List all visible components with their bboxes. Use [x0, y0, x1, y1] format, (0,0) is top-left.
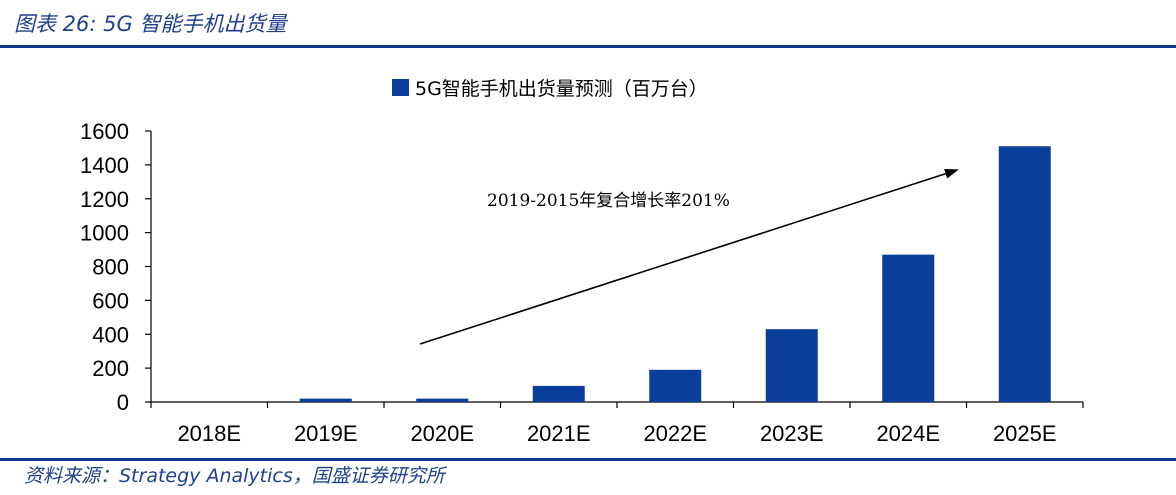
x-tick-label: 2024E [876, 421, 940, 446]
figure-title: 图表 26: 5G 智能手机出货量 [14, 12, 287, 36]
growth-arrow [419, 168, 959, 345]
y-tick-label: 1000 [80, 221, 129, 246]
bar-2024E [882, 254, 935, 402]
bar-2020E [416, 398, 469, 402]
bar-2019E [299, 398, 352, 402]
x-tick-label: 2019E [294, 421, 358, 446]
x-axis: 2018E 2019E 2020E 2021E 2022E 2023E 2024E 2025E [150, 401, 1084, 446]
y-tick-label: 1200 [80, 187, 129, 212]
x-tick-label: 2023E [760, 421, 824, 446]
bar-2021E [532, 385, 585, 402]
y-tick-label: 600 [92, 288, 129, 313]
x-tick-label: 2022E [643, 421, 707, 446]
y-tick-label: 200 [92, 356, 129, 381]
bar-2025E [998, 146, 1051, 402]
bottom-rule [0, 458, 1176, 461]
y-tick-label: 800 [92, 255, 129, 280]
x-tick-label: 2021E [527, 421, 591, 446]
growth-annotation: 2019-2015年复合增长率201% [487, 191, 730, 211]
y-tick-label: 1400 [80, 153, 129, 178]
x-tick-label: 2020E [410, 421, 474, 446]
y-axis: 0 200 400 600 800 1000 1200 1400 1600 [80, 119, 152, 415]
y-tick-label: 1600 [80, 119, 129, 144]
x-tick-label: 2018E [177, 421, 241, 446]
bar-2022E [649, 369, 702, 402]
y-tick-label: 0 [117, 390, 129, 415]
legend-swatch [392, 79, 409, 96]
chart-legend: 5G智能手机出货量预测（百万台） [392, 78, 708, 100]
y-tick-label: 400 [92, 322, 129, 347]
bar-2023E [765, 329, 818, 402]
x-tick-label: 2025E [993, 421, 1057, 446]
legend-label: 5G智能手机出货量预测（百万台） [415, 78, 708, 100]
bar-series [299, 146, 1051, 402]
source-note: 资料来源：Strategy Analytics，国盛证券研究所 [24, 465, 445, 487]
top-rule [0, 45, 1176, 48]
